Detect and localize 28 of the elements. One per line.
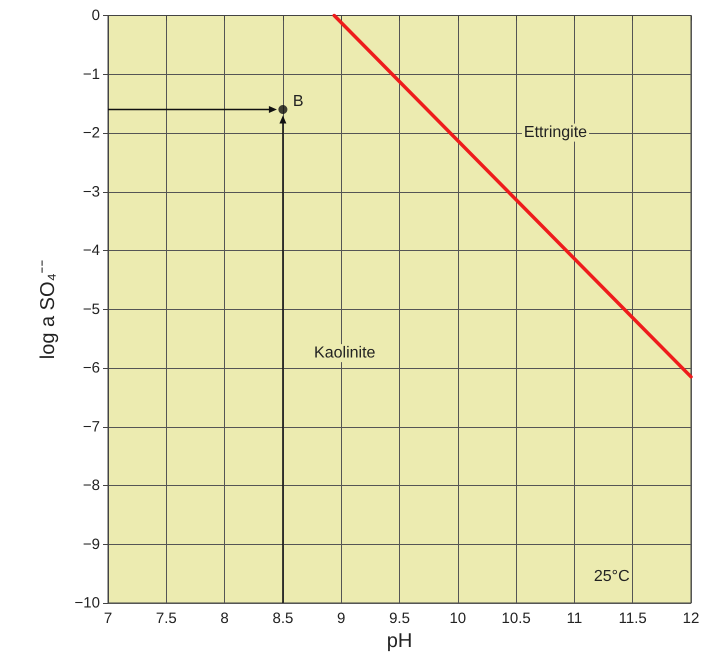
annotation: 25°C: [594, 568, 630, 586]
x-tick-label: 12: [682, 610, 700, 627]
y-tick-label: 0: [92, 7, 100, 24]
y-tick-label: −9: [82, 536, 100, 553]
annotation: Kaolinite: [314, 344, 376, 362]
y-tick-label: −10: [74, 594, 100, 612]
y-tick-label: −2: [82, 124, 100, 142]
x-tick-label: 11.5: [618, 610, 647, 627]
x-tick-label: 7.5: [156, 610, 177, 627]
x-tick-label: 7: [104, 610, 112, 627]
y-tick-label: −4: [82, 242, 100, 259]
x-tick-label: 10.5: [502, 610, 531, 627]
annotation: B: [292, 93, 304, 110]
y-tick-label: −3: [82, 183, 100, 200]
y-axis-title: log a SO₄⁻⁻: [37, 259, 59, 360]
y-tick-label: −6: [82, 360, 100, 376]
x-tick-label: 8: [220, 610, 229, 627]
x-axis-title: pH: [386, 630, 412, 652]
y-tick-label: −5: [82, 300, 100, 318]
x-tick-label: 9: [337, 610, 346, 627]
x-tick-label: 8.5: [272, 610, 294, 627]
x-tick-label: 11: [566, 610, 582, 627]
x-tick-label: 9.5: [389, 610, 410, 627]
x-tick-label: 10: [449, 610, 466, 627]
y-tick-label: −7: [82, 418, 100, 436]
y-tick-label: −8: [82, 477, 100, 494]
annotation: Ettringite: [524, 124, 588, 142]
y-tick-label: −1: [82, 66, 100, 83]
